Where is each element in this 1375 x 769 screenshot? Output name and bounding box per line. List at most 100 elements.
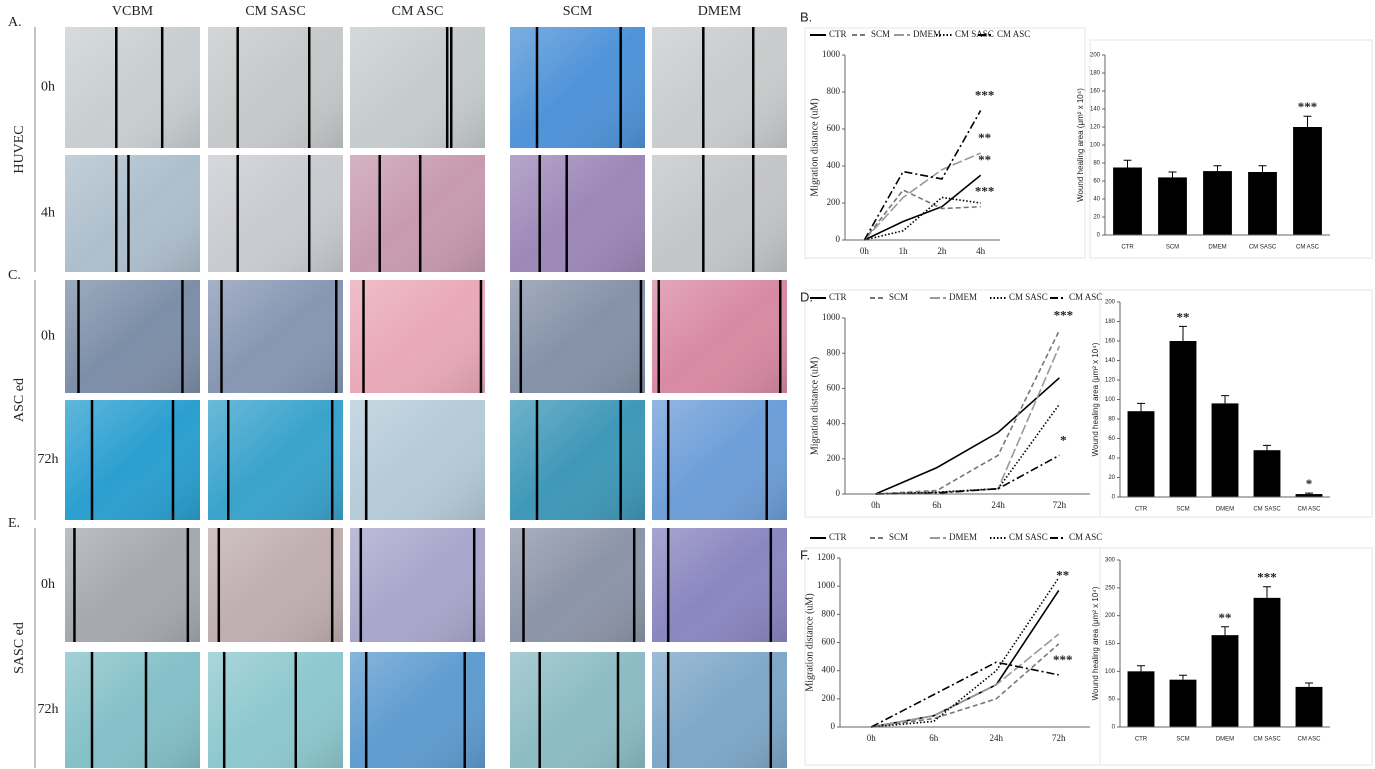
micrograph-shade	[65, 652, 200, 768]
x-tick-label: CTR	[1135, 507, 1148, 513]
x-tick-label: 24h	[991, 500, 1005, 510]
x-tick-label: 1h	[899, 246, 909, 256]
micrograph-shade	[65, 155, 200, 272]
bar	[1248, 172, 1277, 235]
micrograph-shade	[510, 400, 645, 520]
y-tick-label: 160	[1105, 339, 1116, 345]
x-tick-label: DMEM	[1216, 737, 1234, 743]
y-tick-label: 50	[1108, 697, 1115, 703]
error-bar	[1213, 165, 1222, 172]
x-tick-label: DMEM	[1216, 507, 1234, 513]
y-tick-label: 800	[827, 86, 841, 96]
column-header: CM SASC	[245, 4, 305, 19]
y-tick-label: 400	[827, 160, 841, 170]
significance-annotation: ***	[975, 184, 995, 199]
significance-annotation: ***	[1054, 307, 1074, 322]
row-time-label: 0h	[41, 577, 55, 592]
error-bar	[1303, 115, 1312, 127]
x-tick-label: SCM	[1176, 737, 1189, 743]
x-tick-label: CM ASC	[1297, 507, 1321, 513]
chart-frame	[1099, 289, 1373, 518]
error-bar	[1168, 171, 1177, 178]
row-time-label: 4h	[41, 206, 55, 221]
legend-label: CTR	[829, 29, 847, 39]
error-bar	[1305, 682, 1313, 687]
chart-frame	[1089, 39, 1373, 259]
error-bar	[1305, 492, 1313, 495]
micrograph-shade	[208, 27, 343, 148]
y-tick-label: 0	[831, 721, 836, 731]
panel-label: A.	[8, 15, 22, 30]
x-tick-label: 0h	[867, 733, 877, 743]
micrograph-shade	[510, 652, 645, 768]
y-tick-label: 600	[827, 382, 841, 392]
y-tick-label: 40	[1108, 456, 1115, 462]
significance-annotation: **	[1056, 567, 1069, 582]
column-header: DMEM	[698, 4, 742, 19]
panel-label: D.	[800, 289, 813, 304]
y-axis-label: Wound healing area (μm² x 10⁴)	[1091, 586, 1100, 700]
micrograph-shade	[350, 400, 485, 520]
y-tick-label: 160	[1090, 89, 1101, 95]
series-line	[875, 329, 1061, 495]
error-bar	[1263, 444, 1271, 451]
y-tick-label: 60	[1093, 179, 1100, 185]
micrograph-shade	[652, 280, 787, 393]
y-tick-label: 20	[1093, 215, 1100, 221]
micrograph-shade	[510, 155, 645, 272]
series-line	[875, 345, 1061, 495]
x-tick-label: CM ASC	[1296, 245, 1320, 251]
significance-annotation: *	[1060, 432, 1067, 447]
row-time-label: 0h	[41, 329, 55, 344]
legend-label: SCM	[871, 29, 890, 39]
micrograph-shade	[350, 27, 485, 148]
y-tick-label: 250	[1105, 585, 1116, 591]
y-tick-label: 80	[1093, 161, 1100, 167]
bar	[1127, 411, 1155, 497]
y-tick-label: 1000	[817, 580, 836, 590]
y-tick-label: 200	[822, 693, 836, 703]
significance-annotation: **	[1219, 610, 1232, 625]
row-group-label: SASC ed	[12, 622, 27, 674]
micrograph-shade	[510, 280, 645, 393]
micrograph-shade	[652, 155, 787, 272]
bar	[1295, 686, 1323, 727]
y-axis-label: Wound healing area (μm² x 10⁴)	[1091, 342, 1100, 456]
bar	[1127, 671, 1155, 727]
legend-label: SCM	[889, 532, 908, 542]
y-tick-label: 200	[1105, 300, 1116, 306]
micrograph-shade	[208, 155, 343, 272]
series-line	[871, 643, 1060, 728]
bar	[1253, 597, 1281, 727]
micrograph-shade	[208, 528, 343, 642]
bar	[1158, 177, 1187, 235]
micrograph-shade	[510, 528, 645, 642]
legend-label: DMEM	[949, 532, 977, 542]
x-tick-label: 2h	[937, 246, 947, 256]
x-tick-label: SCM	[1176, 507, 1189, 513]
x-tick-label: CM SASC	[1253, 737, 1281, 743]
micrograph-shade	[652, 400, 787, 520]
series-line	[863, 110, 982, 241]
error-bar	[1263, 586, 1271, 598]
y-tick-label: 0	[1112, 725, 1116, 731]
micrograph-shade	[65, 27, 200, 148]
x-tick-label: 4h	[976, 246, 986, 256]
error-bar	[1221, 395, 1229, 404]
error-bar	[1179, 674, 1187, 680]
micrograph-shade	[350, 280, 485, 393]
legend-label: CTR	[829, 292, 847, 302]
y-tick-label: 120	[1090, 125, 1101, 131]
panel-label: F.	[800, 547, 810, 562]
x-tick-label: DMEM	[1208, 245, 1226, 251]
micrograph-shade	[65, 280, 200, 393]
significance-annotation: *	[1306, 476, 1313, 491]
x-tick-label: SCM	[1166, 245, 1179, 251]
y-tick-label: 1000	[822, 49, 841, 59]
y-tick-label: 800	[827, 347, 841, 357]
legend-label: CTR	[829, 532, 847, 542]
y-axis-label: Migration distance (uM)	[809, 98, 820, 196]
panel-label: E.	[8, 516, 20, 531]
micrograph-shade	[65, 400, 200, 520]
